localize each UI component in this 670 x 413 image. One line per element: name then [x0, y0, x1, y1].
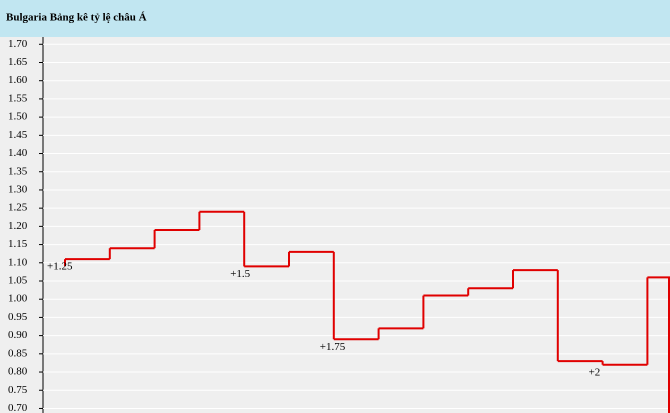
plot-background	[0, 37, 670, 413]
y-tick-label: 1.05	[8, 275, 28, 287]
annotation: +1.25	[47, 261, 73, 273]
y-tick-label: 1.35	[8, 165, 28, 177]
y-tick-label: 1.25	[8, 202, 28, 214]
y-tick-label: 1.20	[8, 220, 28, 232]
annotation: +1.75	[320, 341, 346, 353]
chart-title: Bulgaria Bảng kê tỷ lệ châu Á	[6, 12, 147, 24]
y-tick-label: 1.00	[8, 293, 28, 305]
y-tick-label: 0.80	[8, 366, 28, 378]
y-tick-label: 1.40	[8, 147, 28, 159]
y-tick-label: 1.70	[8, 38, 28, 50]
y-tick-label: 0.90	[8, 329, 28, 341]
y-tick-label: 1.65	[8, 56, 28, 68]
annotation: +2	[589, 366, 601, 378]
y-tick-label: 1.55	[8, 92, 28, 104]
y-tick-label: 1.45	[8, 129, 28, 141]
y-tick-label: 0.75	[8, 384, 28, 396]
y-tick-label: 0.70	[8, 402, 28, 413]
y-tick-label: 1.50	[8, 111, 28, 123]
annotation: +1.5	[230, 268, 250, 280]
y-tick-label: 1.10	[8, 256, 28, 268]
header-band	[0, 0, 670, 37]
y-tick-label: 1.30	[8, 183, 28, 195]
y-tick-label: 1.60	[8, 74, 28, 86]
y-tick-label: 0.85	[8, 347, 28, 359]
y-tick-label: 1.15	[8, 238, 28, 250]
y-tick-label: 0.95	[8, 311, 28, 323]
